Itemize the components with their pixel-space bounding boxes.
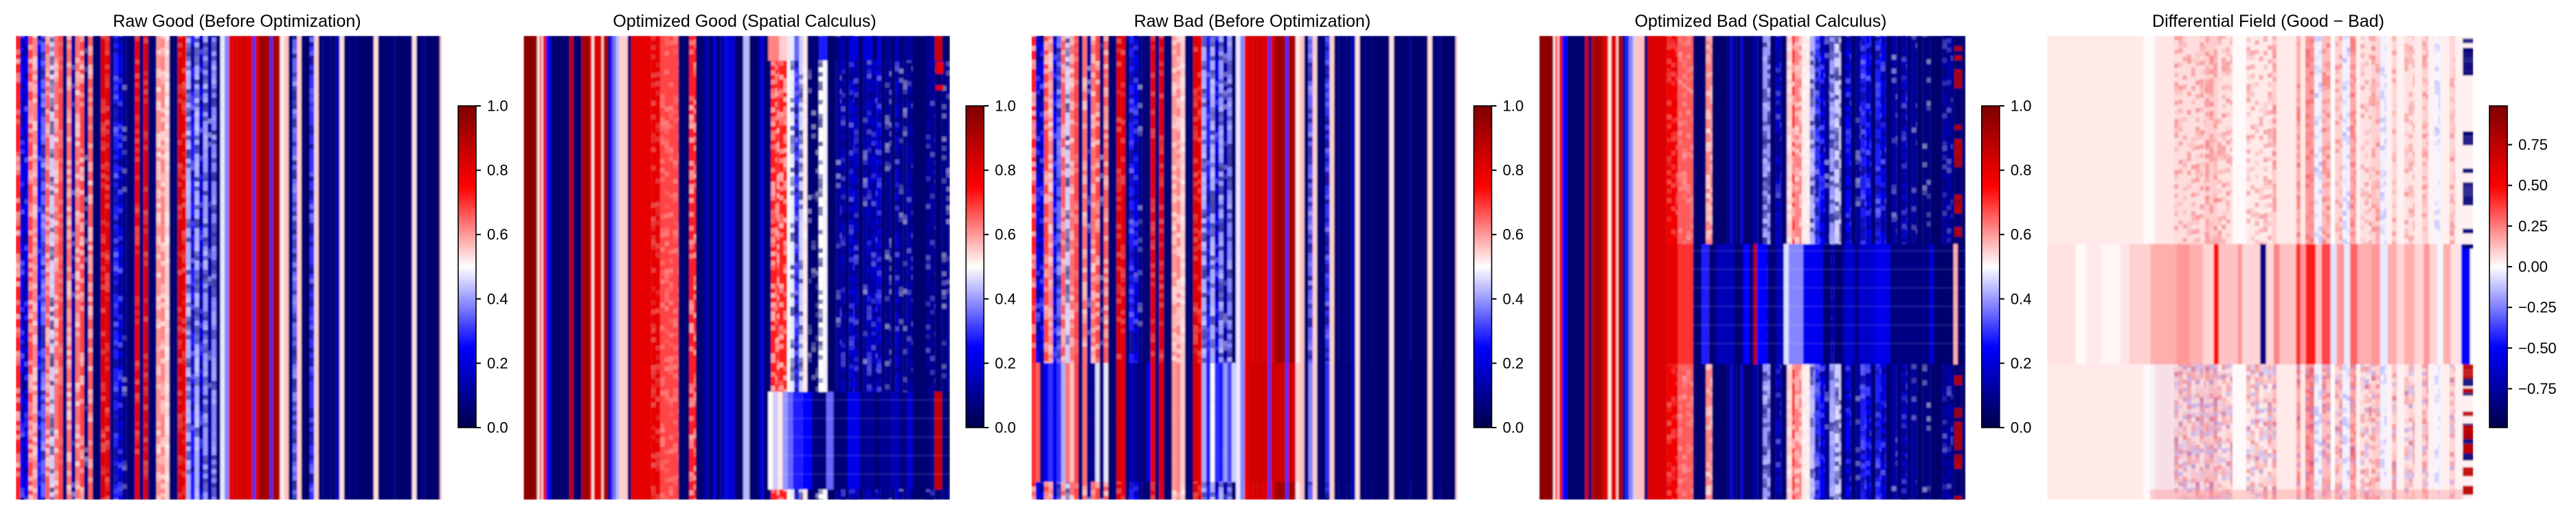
svg-text:0.0: 0.0 bbox=[1503, 419, 1524, 437]
svg-text:0.00: 0.00 bbox=[2518, 258, 2548, 276]
svg-text:−0.50: −0.50 bbox=[2518, 340, 2557, 357]
svg-text:0.8: 0.8 bbox=[1503, 162, 1524, 179]
svg-text:0.2: 0.2 bbox=[995, 355, 1016, 372]
svg-text:−0.25: −0.25 bbox=[2518, 299, 2557, 316]
svg-text:1.0: 1.0 bbox=[487, 98, 508, 115]
svg-text:0.8: 0.8 bbox=[2011, 162, 2032, 179]
svg-text:0.2: 0.2 bbox=[1503, 355, 1524, 372]
svg-text:−0.75: −0.75 bbox=[2518, 380, 2557, 397]
svg-text:0.2: 0.2 bbox=[487, 355, 508, 372]
svg-text:Optimized Good (Spatial Calcul: Optimized Good (Spatial Calculus) bbox=[613, 12, 877, 31]
svg-text:0.8: 0.8 bbox=[487, 162, 508, 179]
svg-text:1.0: 1.0 bbox=[2011, 98, 2032, 115]
svg-text:0.75: 0.75 bbox=[2518, 136, 2548, 153]
svg-text:0.50: 0.50 bbox=[2518, 177, 2548, 194]
svg-text:0.6: 0.6 bbox=[2011, 226, 2032, 243]
svg-text:0.0: 0.0 bbox=[487, 419, 508, 437]
svg-text:Optimized Bad (Spatial Calculu: Optimized Bad (Spatial Calculus) bbox=[1635, 12, 1887, 31]
svg-text:0.4: 0.4 bbox=[487, 290, 508, 307]
svg-text:0.6: 0.6 bbox=[1503, 226, 1524, 243]
svg-text:0.0: 0.0 bbox=[2011, 419, 2032, 437]
svg-text:0.8: 0.8 bbox=[995, 162, 1016, 179]
svg-text:0.25: 0.25 bbox=[2518, 217, 2548, 234]
svg-text:1.0: 1.0 bbox=[995, 98, 1016, 115]
svg-text:Differential Field (Good − Bad: Differential Field (Good − Bad) bbox=[2152, 12, 2384, 31]
svg-text:0.4: 0.4 bbox=[1503, 290, 1524, 307]
svg-text:1.0: 1.0 bbox=[1503, 98, 1524, 115]
svg-text:0.6: 0.6 bbox=[487, 226, 508, 243]
svg-text:Raw Good (Before Optimization): Raw Good (Before Optimization) bbox=[113, 12, 361, 31]
svg-text:0.4: 0.4 bbox=[995, 290, 1016, 307]
svg-text:0.2: 0.2 bbox=[2011, 355, 2032, 372]
svg-text:0.6: 0.6 bbox=[995, 226, 1016, 243]
svg-text:0.4: 0.4 bbox=[2011, 290, 2032, 307]
svg-text:Raw Bad (Before Optimization): Raw Bad (Before Optimization) bbox=[1134, 12, 1371, 31]
svg-text:0.0: 0.0 bbox=[995, 419, 1016, 437]
